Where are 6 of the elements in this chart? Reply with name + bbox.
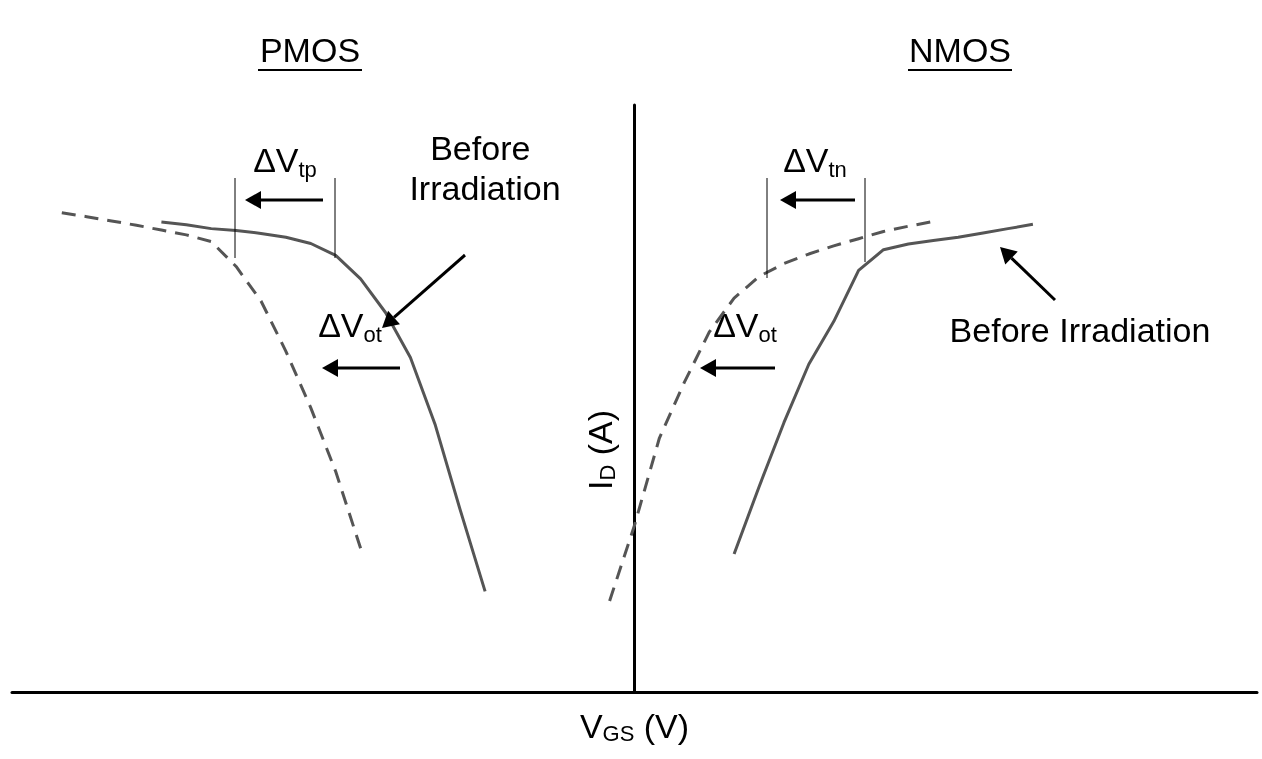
- y-axis-title: ID (A): [581, 409, 620, 491]
- x-axis-title: VGS (V): [579, 707, 690, 746]
- text: PMOS: [259, 31, 361, 69]
- text: NMOS: [909, 31, 1011, 69]
- annotation: Before Irradiation: [949, 311, 1211, 349]
- text: Before Irradiation: [409, 129, 561, 207]
